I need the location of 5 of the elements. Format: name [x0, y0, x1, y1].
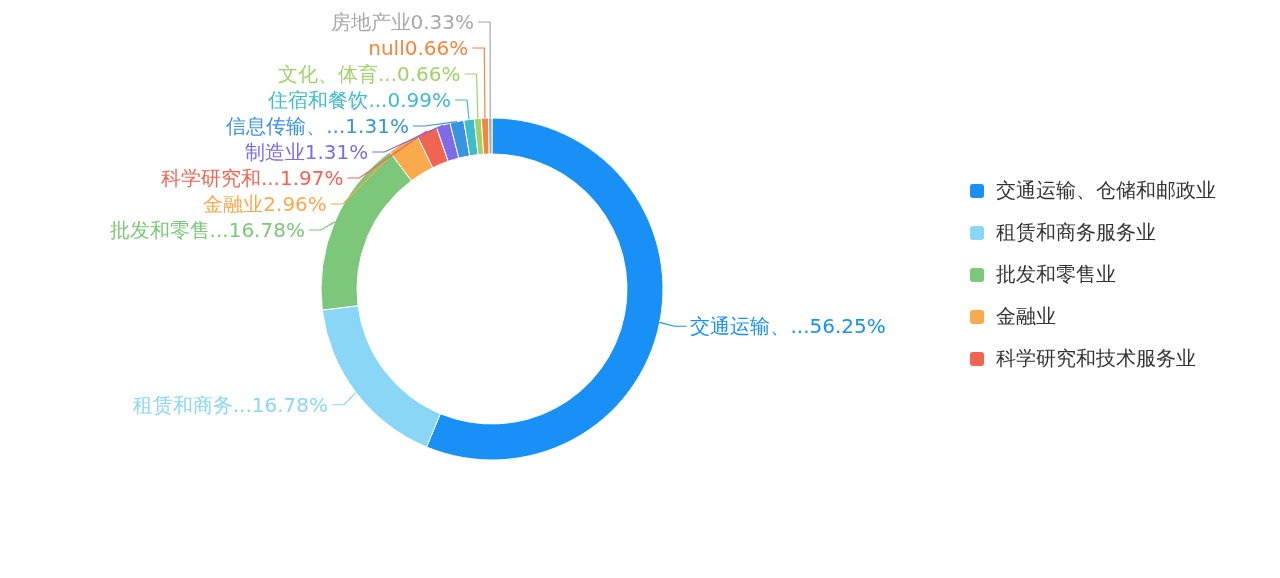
- legend-label: 交通运输、仓储和邮政业: [996, 178, 1216, 202]
- legend-label: 租赁和商务服务业: [996, 220, 1156, 244]
- legend-label: 金融业: [996, 304, 1056, 328]
- legend-label: 科学研究和技术服务业: [996, 346, 1196, 370]
- legend-label: 批发和零售业: [996, 262, 1116, 286]
